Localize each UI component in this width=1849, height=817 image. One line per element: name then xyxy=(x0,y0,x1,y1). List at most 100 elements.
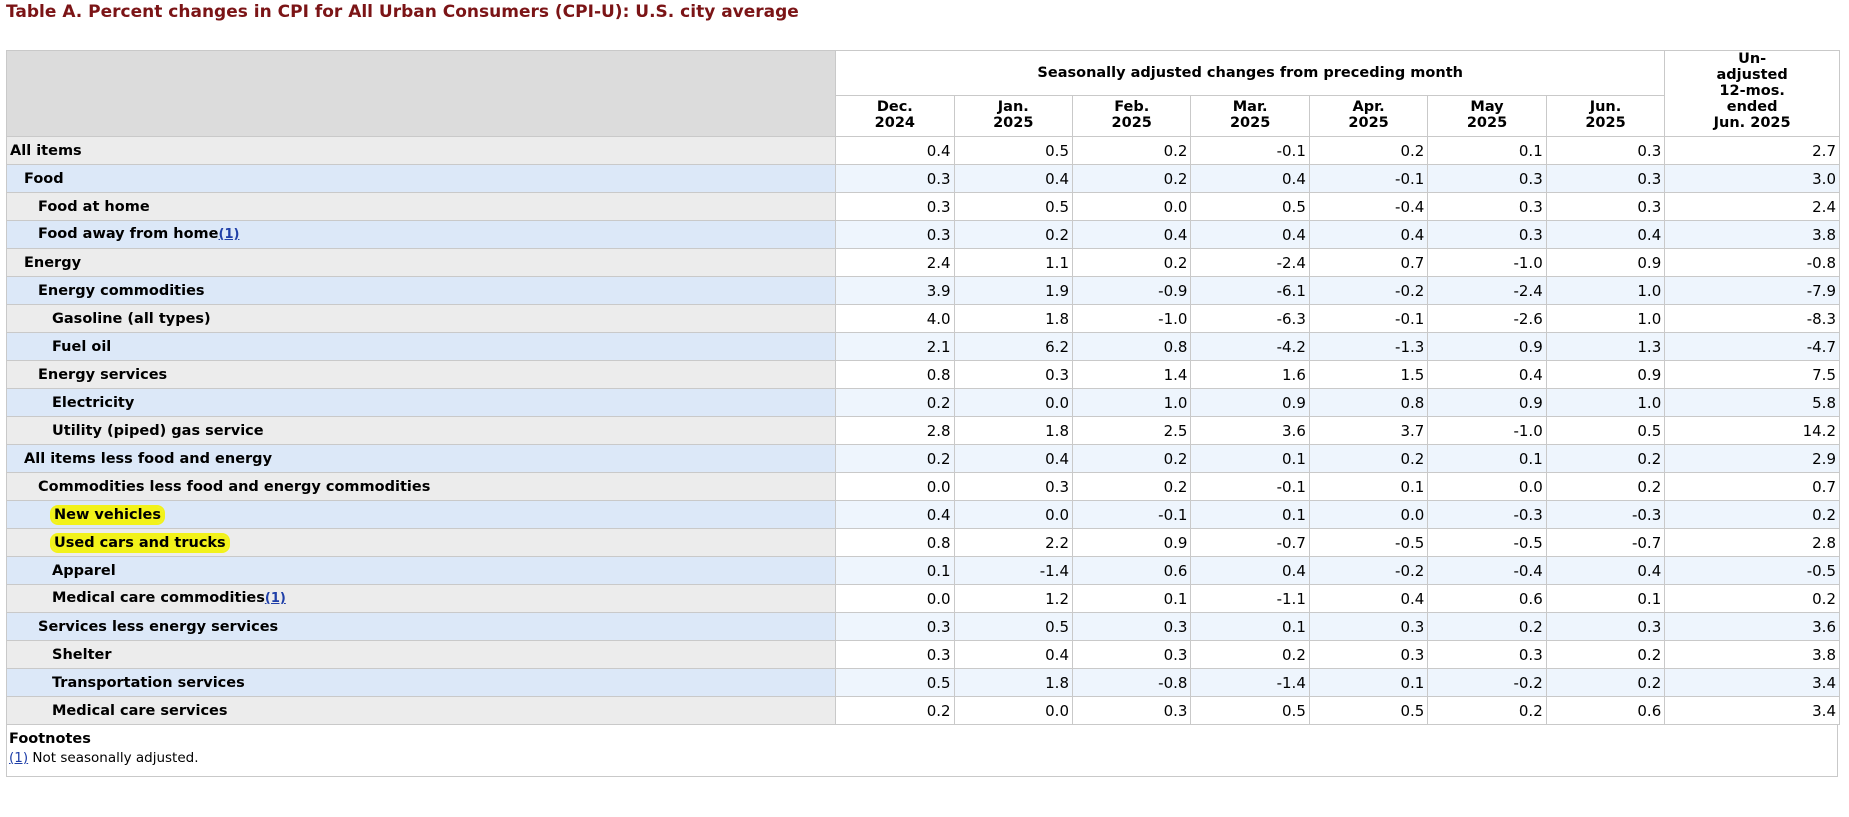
value-cell: 0.5 xyxy=(953,136,1074,165)
value-cell: 0.5 xyxy=(1190,192,1310,221)
value-cell: -7.9 xyxy=(1664,276,1840,305)
value-cell: 0.6 xyxy=(1545,696,1666,725)
unadjusted-header: Un-adjusted 12-mos. ended Jun. 2025 xyxy=(1664,50,1840,137)
value-cell: 0.3 xyxy=(1071,612,1192,641)
value-cell: 0.5 xyxy=(835,668,955,697)
table-caption: Table A. Percent changes in CPI for All … xyxy=(6,2,799,22)
footnote-link[interactable]: (1) xyxy=(218,227,240,242)
value-cell: 5.8 xyxy=(1664,388,1840,417)
value-cell: -8.3 xyxy=(1664,304,1840,333)
table-row: Medical care services 0.2 0.0 0.3 0.5 0.5 0.2 0… xyxy=(5,696,1840,725)
row-label: Electricity xyxy=(5,388,837,417)
value-cell: 0.0 xyxy=(953,388,1074,417)
value-cell: 0.3 xyxy=(835,192,955,221)
row-label: All items xyxy=(5,136,837,165)
value-cell: 0.3 xyxy=(1545,164,1666,193)
value-cell: 0.4 xyxy=(1545,220,1666,249)
table-row: Food 0.3 0.4 0.2 0.4 -0.1 0.3 0.3 3.0 xyxy=(5,164,1840,193)
unadjusted-header-line: Un- xyxy=(1738,51,1767,68)
row-label-text: All items less food and energy xyxy=(24,450,273,467)
row-label-text: Apparel xyxy=(52,562,116,579)
row-label-text: Used cars and trucks xyxy=(52,534,228,551)
value-cell: 2.8 xyxy=(835,416,955,445)
year-label: 2024 xyxy=(874,115,916,131)
value-cell: 0.4 xyxy=(953,640,1074,669)
row-label: Shelter xyxy=(5,640,837,669)
value-cell: 1.2 xyxy=(953,584,1074,613)
value-cell: -1.0 xyxy=(1427,248,1547,277)
value-cell: 7.5 xyxy=(1664,360,1840,389)
footnotes-section: Footnotes (1) Not seasonally adjusted. xyxy=(6,725,1838,777)
footnote-item: (1) Not seasonally adjusted. xyxy=(9,750,1837,766)
value-cell: -0.1 xyxy=(1308,164,1429,193)
value-cell: 0.2 xyxy=(1071,444,1192,473)
value-cell: 2.5 xyxy=(1071,416,1192,445)
row-label: New vehicles xyxy=(5,500,837,529)
value-cell: 2.7 xyxy=(1664,136,1840,165)
value-cell: 0.1 xyxy=(1308,668,1429,697)
month-label: Jan. xyxy=(997,99,1029,115)
value-cell: 0.3 xyxy=(1071,696,1192,725)
row-label: Utility (piped) gas service xyxy=(5,416,837,445)
value-cell: 0.7 xyxy=(1308,248,1429,277)
table-row: Used cars and trucks 0.8 2.2 0.9 -0.7 -0.5 -0.… xyxy=(5,528,1840,557)
month-header-row: Dec. 2024 Jan. 2025 Feb. 2025 Mar. 2025 Apr. 2025… xyxy=(7,94,1840,138)
value-cell: 0.8 xyxy=(835,360,955,389)
value-cell: 0.4 xyxy=(1308,584,1429,613)
value-cell: -1.1 xyxy=(1190,584,1310,613)
value-cell: -2.6 xyxy=(1427,304,1547,333)
table-row: Food away from home(1) 0.3 0.2 0.4 0.4 0.4 0.3… xyxy=(5,220,1840,249)
value-cell: 0.9 xyxy=(1427,388,1547,417)
value-cell: 0.4 xyxy=(1190,220,1310,249)
cpi-table-container: Seasonally adjusted changes from precedi… xyxy=(5,50,1840,777)
row-label-text: Shelter xyxy=(52,646,112,663)
value-cell: 1.9 xyxy=(953,276,1074,305)
value-cell: 0.3 xyxy=(953,360,1074,389)
value-cell: 1.0 xyxy=(1545,304,1666,333)
value-cell: 0.6 xyxy=(1427,584,1547,613)
value-cell: -6.1 xyxy=(1190,276,1310,305)
value-cell: 1.1 xyxy=(953,248,1074,277)
table-row: Apparel 0.1 -1.4 0.6 0.4 -0.2 -0.4 0.4 -0.5 xyxy=(5,556,1840,585)
value-cell: -1.4 xyxy=(953,556,1074,585)
value-cell: 0.3 xyxy=(1427,164,1547,193)
value-cell: 0.2 xyxy=(1545,640,1666,669)
month-header: Mar. 2025 xyxy=(1190,94,1310,138)
value-cell: 2.8 xyxy=(1664,528,1840,557)
value-cell: 0.1 xyxy=(1427,444,1547,473)
value-cell: 0.4 xyxy=(1308,220,1429,249)
row-label-text: Energy services xyxy=(38,366,168,383)
table-row: Food at home 0.3 0.5 0.0 0.5 -0.4 0.3 0.3 2.4 xyxy=(5,192,1840,221)
value-cell: 0.1 xyxy=(1545,584,1666,613)
value-cell: 0.2 xyxy=(1190,640,1310,669)
value-cell: -1.4 xyxy=(1190,668,1310,697)
cpi-table: Seasonally adjusted changes from precedi… xyxy=(5,50,1840,725)
row-label: Energy services xyxy=(5,360,837,389)
value-cell: 0.9 xyxy=(1427,332,1547,361)
month-label: Feb. xyxy=(1114,99,1150,115)
value-cell: 2.9 xyxy=(1664,444,1840,473)
row-label-text: Fuel oil xyxy=(52,338,112,355)
value-cell: 3.4 xyxy=(1664,668,1840,697)
row-label: Services less energy services xyxy=(5,612,837,641)
value-cell: -2.4 xyxy=(1190,248,1310,277)
table-row: Electricity 0.2 0.0 1.0 0.9 0.8 0.9 1.0 5.8 xyxy=(5,388,1840,417)
value-cell: 0.3 xyxy=(835,612,955,641)
value-cell: 0.3 xyxy=(835,164,955,193)
row-label: Food away from home(1) xyxy=(5,220,837,249)
row-label-text: Medical care services xyxy=(52,702,228,719)
value-cell: 0.2 xyxy=(1664,500,1840,529)
footnote-link[interactable]: (1) xyxy=(264,591,286,606)
value-cell: 0.1 xyxy=(1308,472,1429,501)
row-label: Used cars and trucks xyxy=(5,528,837,557)
value-cell: 0.9 xyxy=(1071,528,1192,557)
value-cell: 0.1 xyxy=(1190,444,1310,473)
value-cell: 0.4 xyxy=(953,164,1074,193)
table-row: Medical care commodities(1) 0.0 1.2 0.1 -1.1… xyxy=(5,584,1840,613)
footnote-text: Not seasonally adjusted. xyxy=(28,750,199,766)
unadjusted-header-line: 12-mos. xyxy=(1719,83,1785,99)
footnote-ref-link[interactable]: (1) xyxy=(9,750,29,766)
row-label: All items less food and energy xyxy=(5,444,837,473)
value-cell: -0.9 xyxy=(1071,276,1192,305)
value-cell: -0.4 xyxy=(1308,192,1429,221)
